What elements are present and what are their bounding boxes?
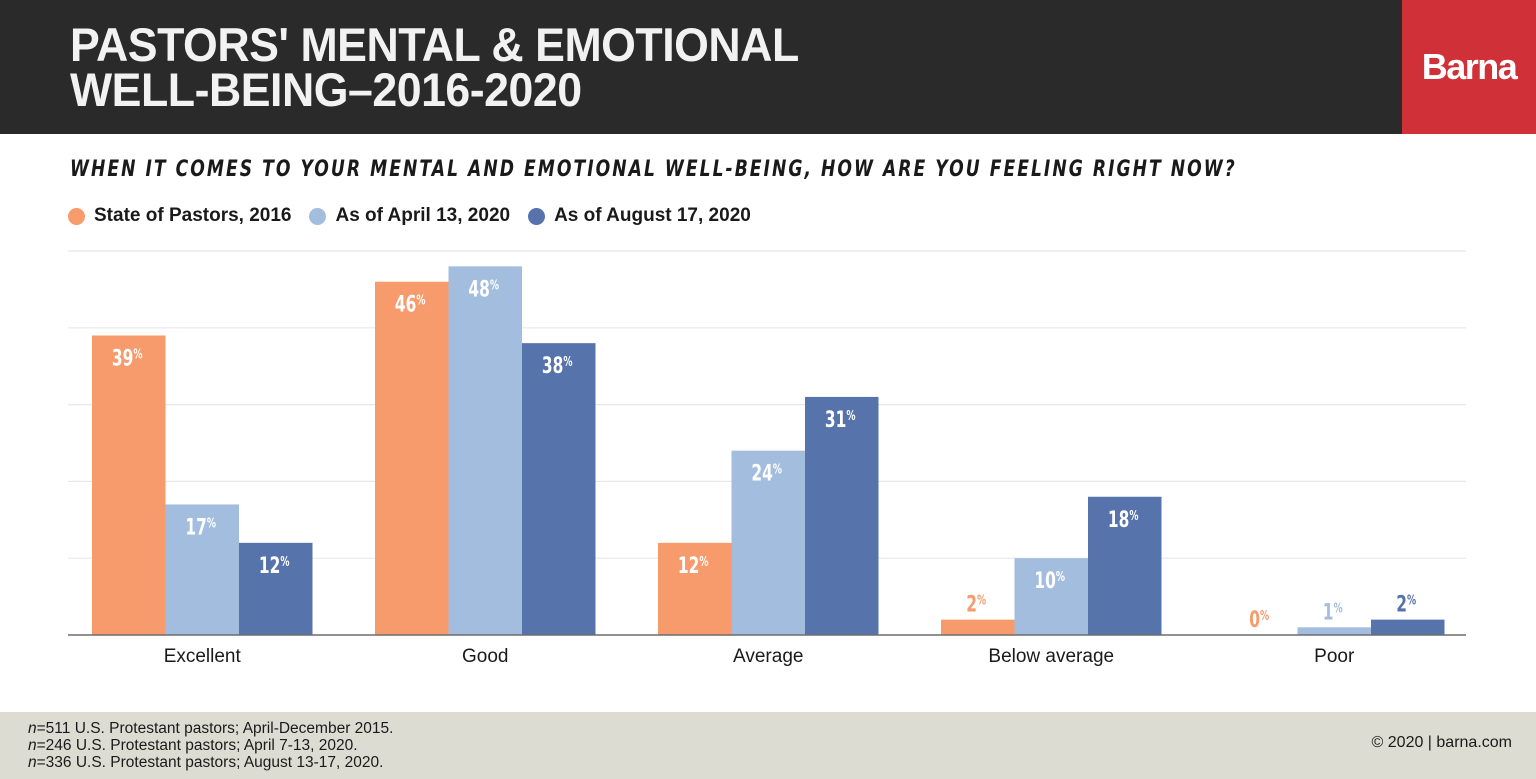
data-label: 0% bbox=[1249, 607, 1269, 633]
data-label: 39% bbox=[112, 345, 143, 371]
bar bbox=[1014, 558, 1088, 635]
bar bbox=[658, 542, 732, 635]
bar bbox=[941, 619, 1015, 635]
chart-title-line-2: WELL-BEING–2016-2020 bbox=[70, 63, 582, 116]
sample-note-1: n=511 U.S. Protestant pastors; April-Dec… bbox=[28, 720, 394, 737]
data-label: 31% bbox=[825, 407, 856, 433]
data-label: 24% bbox=[751, 461, 782, 487]
header-bar: PASTORS' MENTAL & EMOTIONAL WELL-BEING–2… bbox=[0, 0, 1536, 134]
category-label: Poor bbox=[1314, 646, 1355, 667]
data-label: 18% bbox=[1108, 507, 1139, 533]
data-label: 46% bbox=[395, 292, 426, 318]
legend-label-august-2020: As of August 17, 2020 bbox=[554, 205, 751, 226]
chart-title: PASTORS' MENTAL & EMOTIONAL WELL-BEING–2… bbox=[70, 18, 799, 116]
data-label: 12% bbox=[678, 553, 709, 579]
bar-chart: 39% 17% 12% Excellent 46% 48% 38% Good 12% 24% 31%… bbox=[68, 250, 1466, 667]
data-label: 38% bbox=[542, 353, 573, 379]
data-label: 1% bbox=[1323, 599, 1343, 625]
legend-item-2016: State of Pastors, 2016 bbox=[68, 205, 291, 227]
bar bbox=[92, 335, 166, 635]
category-label: Good bbox=[462, 646, 508, 667]
legend-item-april-2020: As of April 13, 2020 bbox=[309, 205, 510, 227]
data-label: 17% bbox=[185, 514, 216, 540]
bar bbox=[448, 266, 522, 635]
chart-title-line-1: PASTORS' MENTAL & EMOTIONAL bbox=[70, 18, 799, 71]
legend-label-2016: State of Pastors, 2016 bbox=[94, 205, 292, 226]
data-label: 48% bbox=[468, 276, 499, 302]
data-label: 12% bbox=[259, 553, 290, 579]
bar bbox=[731, 450, 805, 635]
data-label: 10% bbox=[1034, 568, 1065, 594]
bar bbox=[165, 504, 239, 635]
bar bbox=[805, 396, 879, 635]
bar bbox=[375, 281, 449, 635]
legend-label-april-2020: As of April 13, 2020 bbox=[335, 205, 511, 226]
legend-swatch-april-2020 bbox=[309, 207, 327, 225]
footer: n=511 U.S. Protestant pastors; April-Dec… bbox=[0, 712, 1536, 779]
bar bbox=[239, 542, 313, 635]
legend: State of Pastors, 2016 As of April 13, 2… bbox=[68, 205, 751, 227]
data-label: 2% bbox=[1396, 592, 1416, 618]
sample-notes: n=511 U.S. Protestant pastors; April-Dec… bbox=[28, 720, 393, 771]
bar bbox=[1371, 619, 1445, 635]
barna-logo: Barna bbox=[1402, 0, 1536, 134]
legend-swatch-2016 bbox=[68, 207, 85, 225]
category-label: Below average bbox=[988, 646, 1114, 667]
category-label: Excellent bbox=[164, 646, 242, 667]
copyright-text: © 2020 | barna.com bbox=[1371, 734, 1512, 751]
bar bbox=[522, 343, 596, 635]
sample-note-3: n=336 U.S. Protestant pastors; August 13… bbox=[28, 754, 384, 771]
legend-swatch-august-2020 bbox=[528, 207, 546, 225]
data-label: 2% bbox=[966, 592, 986, 618]
bar bbox=[1297, 627, 1371, 635]
barna-logo-text: Barna bbox=[1421, 46, 1518, 87]
sample-note-2: n=246 U.S. Protestant pastors; April 7-1… bbox=[28, 737, 358, 754]
chart-subtitle: WHEN IT COMES TO YOUR MENTAL AND EMOTION… bbox=[70, 157, 1237, 182]
bar bbox=[1088, 496, 1162, 635]
category-label: Average bbox=[733, 646, 803, 667]
legend-item-august-2020: As of August 17, 2020 bbox=[528, 205, 751, 227]
